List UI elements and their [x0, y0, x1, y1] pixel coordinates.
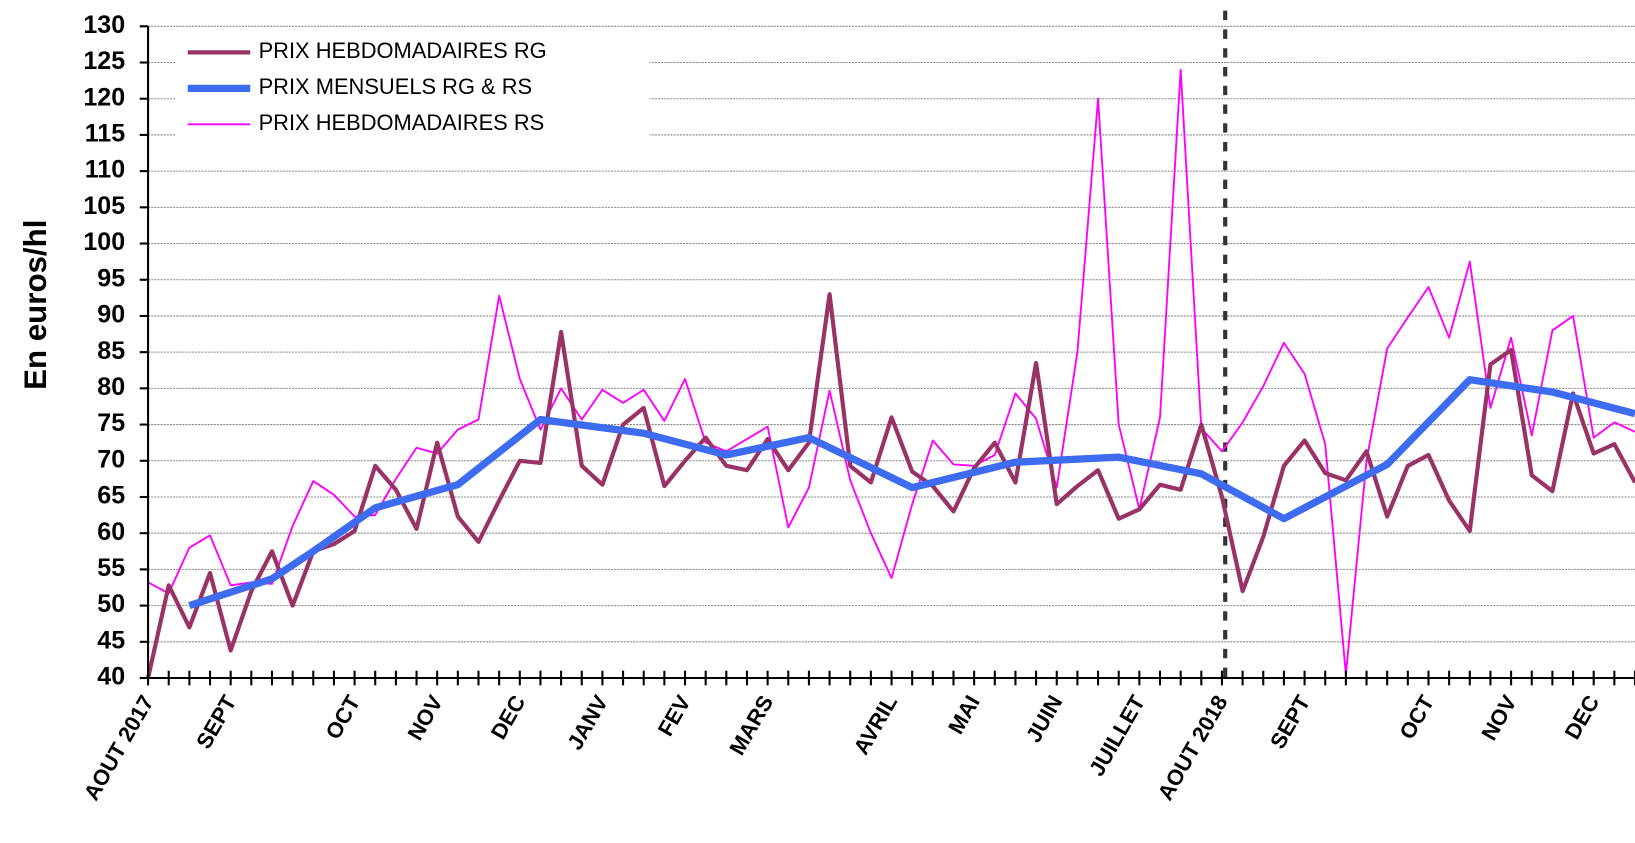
- plot-area: [146, 68, 1635, 679]
- y-tick-label: 125: [83, 47, 125, 75]
- x-tick-label: AOUT 2017: [79, 691, 159, 805]
- y-tick-label: 95: [97, 264, 125, 292]
- legend-label: PRIX HEBDOMADAIRES RG: [259, 38, 547, 63]
- x-tick-label: JANV: [562, 691, 613, 754]
- x-tick-label: AOUT 2018: [1153, 691, 1233, 805]
- x-tick-label: NOV: [1476, 691, 1522, 745]
- x-tick-label: JUIN: [1021, 691, 1068, 747]
- y-tick-label: 40: [97, 663, 125, 691]
- x-tick-label: FEV: [653, 691, 696, 741]
- y-tick-label: 55: [97, 554, 125, 582]
- x-tick-label: OCT: [320, 690, 365, 743]
- grid: [148, 25, 1635, 643]
- y-tick-label: 75: [97, 409, 125, 437]
- y-tick-label: 65: [97, 482, 125, 510]
- x-tick-label: SEPT: [191, 690, 242, 753]
- y-tick-label: 45: [97, 626, 125, 654]
- y-tick-label: 120: [83, 83, 125, 111]
- series-line: [188, 376, 1635, 610]
- y-axis-label: En euros/hl: [18, 220, 53, 390]
- y-tick-label: 90: [97, 301, 125, 329]
- x-tick-label: JUILLET: [1084, 690, 1150, 780]
- y-tick-label: 50: [97, 590, 125, 618]
- x-tick-label: AVRIL: [848, 691, 902, 759]
- legend-box: [175, 34, 650, 144]
- y-tick-label: 110: [85, 156, 125, 184]
- x-tick-label: DEC: [486, 691, 531, 744]
- y-tick-label: 105: [83, 192, 125, 220]
- series-line: [147, 68, 1635, 676]
- x-tick-label: MAI: [943, 691, 985, 738]
- x-tick-label: NOV: [402, 691, 448, 745]
- x-tick-label: OCT: [1394, 690, 1439, 743]
- y-tick-label: 130: [83, 11, 125, 39]
- y-tick-label: 115: [85, 120, 125, 148]
- y-tick-label: 100: [83, 228, 125, 256]
- legend-label: PRIX HEBDOMADAIRES RS: [259, 110, 545, 135]
- x-tick-label: DEC: [1560, 691, 1605, 744]
- series-line: [146, 292, 1635, 679]
- y-tick-label: 60: [97, 518, 125, 546]
- legend-label: PRIX MENSUELS RG & RS: [259, 74, 533, 99]
- y-tick-label: 70: [97, 445, 125, 473]
- y-tick-label: 80: [97, 373, 125, 401]
- x-tick-label: SEPT: [1265, 690, 1316, 753]
- x-tick-label: MARS: [724, 691, 778, 759]
- y-tick-label: 85: [97, 337, 125, 365]
